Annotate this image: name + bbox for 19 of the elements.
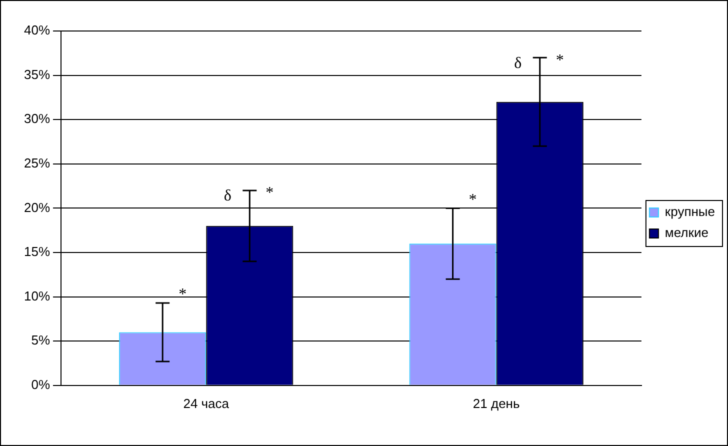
annotation: δ xyxy=(224,188,232,205)
x-tick-label: 24 часа xyxy=(183,396,230,411)
y-tick-label: 5% xyxy=(31,332,50,348)
annotation: * xyxy=(178,286,187,304)
annotation: δ xyxy=(514,54,522,72)
y-tick-label: 30% xyxy=(24,111,50,126)
y-tick-label: 25% xyxy=(24,155,50,170)
y-tick-label: 15% xyxy=(24,244,50,260)
annotation: * xyxy=(468,191,477,208)
y-tick-label: 0% xyxy=(31,376,50,392)
y-tick-label: 10% xyxy=(24,288,50,304)
y-tick-label: 40% xyxy=(24,22,50,38)
y-tick-label: 35% xyxy=(24,66,50,82)
x-tick-label: 21 день xyxy=(472,396,520,411)
annotation: * xyxy=(266,184,274,202)
legend-label: крупные xyxy=(664,204,716,220)
y-tick-label: 20% xyxy=(24,200,50,215)
legend-label: мелкие xyxy=(664,225,708,240)
annotation: * xyxy=(556,52,564,69)
